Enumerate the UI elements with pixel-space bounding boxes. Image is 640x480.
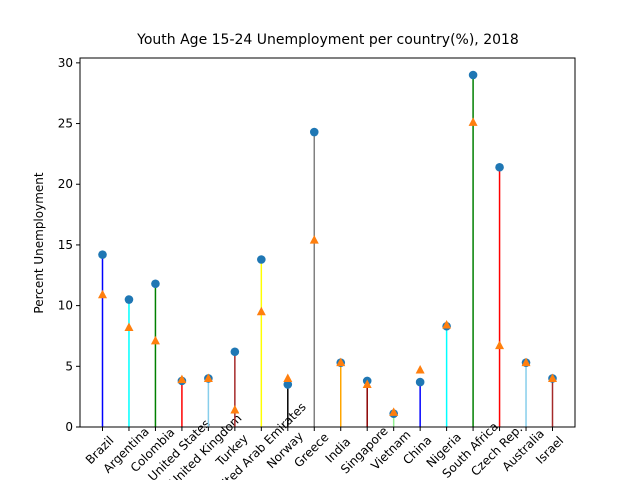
circle-marker [151,279,160,289]
triangle-marker [442,320,452,329]
circle-marker [257,255,266,264]
triangle-marker [389,407,399,416]
y-axis-label: Percent Unemployment [32,172,46,314]
triangle-marker [548,373,557,382]
y-tick-label: 25 [58,117,73,131]
triangle-marker [124,322,134,331]
triangle-marker [495,340,505,350]
triangle-marker [177,374,187,384]
triangle-marker [203,373,213,382]
chart-title: Youth Age 15-24 Unemployment per country… [136,32,519,48]
circle-marker [309,127,319,137]
circle-marker [495,162,504,172]
y-tick-label: 30 [58,56,73,70]
circle-marker [468,70,478,80]
triangle-marker [468,117,478,126]
circle-marker [124,295,134,304]
triangle-marker [336,357,346,367]
y-tick-label: 10 [58,299,73,313]
y-tick-label: 15 [58,238,73,252]
triangle-marker [415,364,425,374]
y-tick-label: 0 [65,420,73,434]
y-tick-label: 5 [65,359,73,373]
triangle-marker [283,373,293,382]
y-tick-label: 20 [58,177,73,191]
triangle-marker [309,235,319,244]
plot-frame [79,57,576,428]
triangle-marker [362,379,372,389]
circle-marker [230,347,240,357]
circle-marker [283,380,293,389]
triangle-marker [98,289,107,299]
triangle-marker [256,306,266,316]
triangle-marker [230,405,240,414]
circle-marker [98,250,107,259]
circle-marker [415,377,425,387]
triangle-marker [521,357,531,367]
triangle-marker [150,335,160,345]
